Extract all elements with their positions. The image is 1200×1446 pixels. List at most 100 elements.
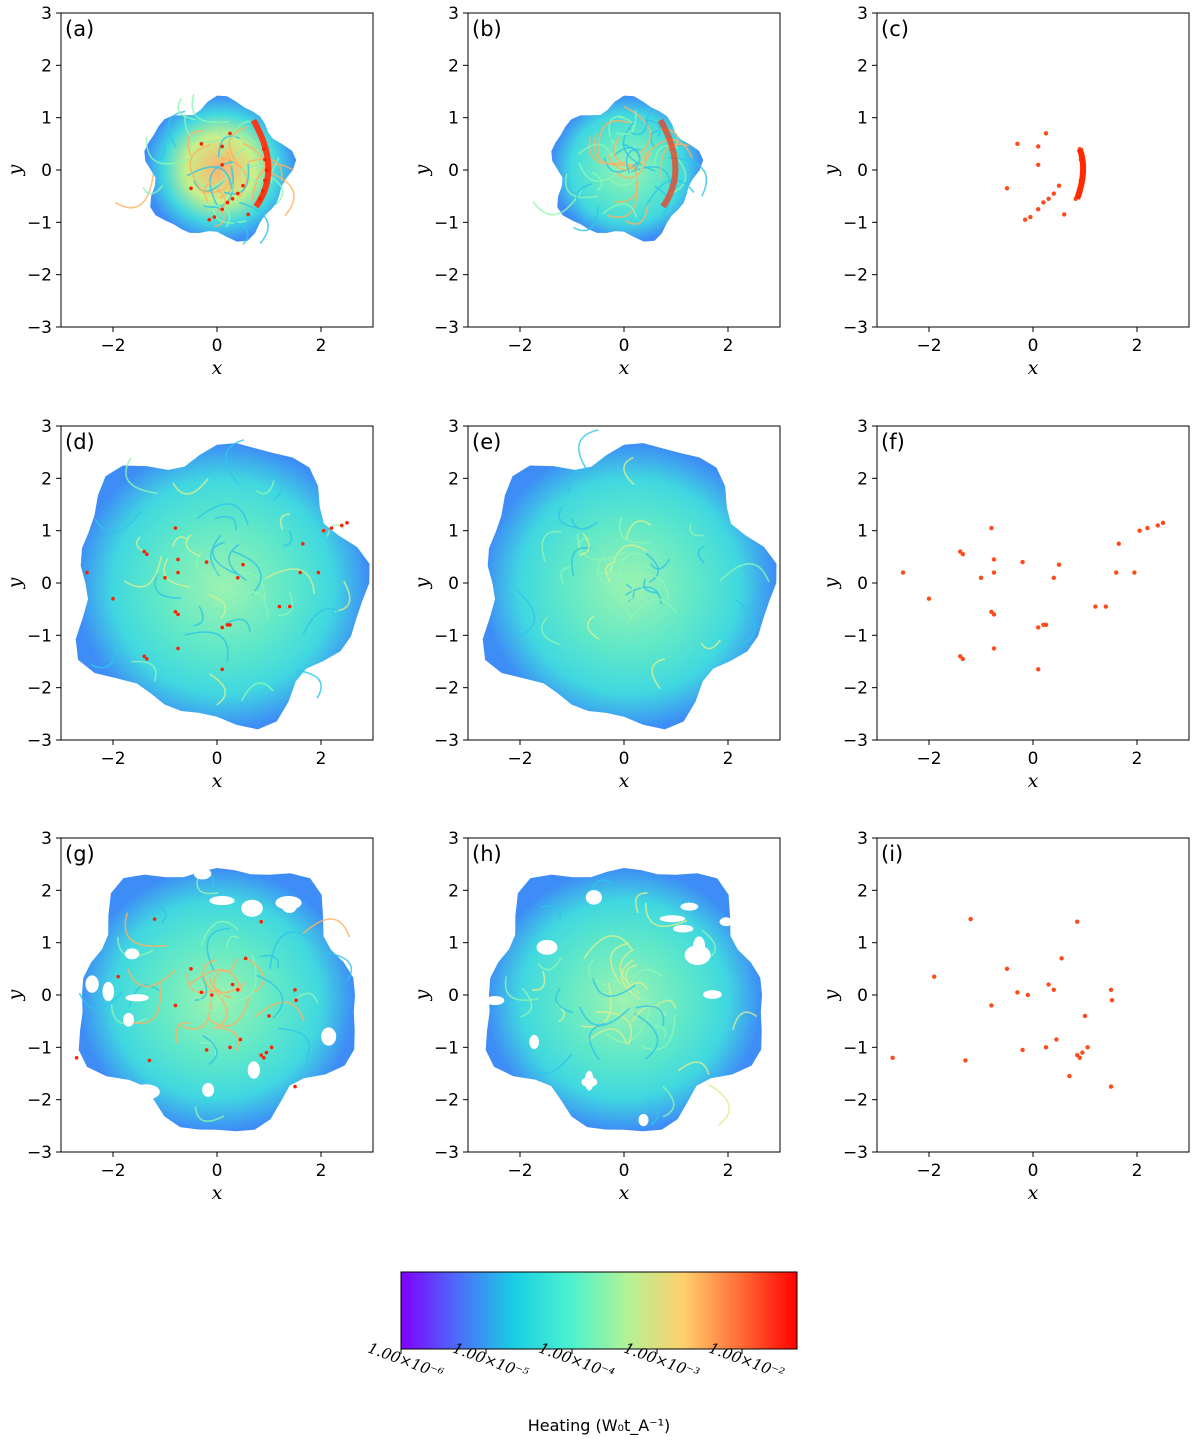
heating-peak xyxy=(926,596,932,601)
heating-peak xyxy=(204,560,209,564)
heating-peak xyxy=(199,142,204,146)
x-axis-label: x xyxy=(212,770,223,792)
y-tick-label: −1 xyxy=(27,626,52,646)
x-tick-label: −2 xyxy=(100,336,125,356)
heating-peak xyxy=(1051,191,1057,196)
y-tick-label: 0 xyxy=(857,986,868,1006)
y-tick-label: −2 xyxy=(434,266,459,286)
heating-peak xyxy=(1051,575,1057,580)
heating-peak xyxy=(1108,987,1114,992)
heating-peak xyxy=(176,557,180,562)
y-tick-label: 2 xyxy=(857,469,868,489)
heating-peak xyxy=(1028,214,1033,220)
heating-peak xyxy=(243,956,248,961)
x-tick-label: 2 xyxy=(316,336,327,356)
heating-peak xyxy=(1043,131,1049,136)
heating-peak xyxy=(1093,604,1098,609)
y-tick-label: 2 xyxy=(448,469,459,489)
heating-peak xyxy=(176,612,180,617)
heating-peak xyxy=(228,1045,232,1050)
heating-peak xyxy=(1025,992,1031,998)
heating-peak xyxy=(1056,562,1062,567)
heating-peak xyxy=(267,1014,271,1018)
heating-peak xyxy=(960,656,965,662)
y-tick-label: 0 xyxy=(41,986,52,1006)
y-axis-label: y xyxy=(4,989,26,1001)
heating-peak xyxy=(1077,1055,1083,1061)
heating-peak xyxy=(207,217,211,222)
heating-peak xyxy=(1004,966,1010,972)
heating-peak xyxy=(932,974,937,979)
y-tick-label: −2 xyxy=(843,266,868,286)
heating-peak xyxy=(1155,523,1161,528)
x-tick-label: 2 xyxy=(1132,1161,1143,1181)
heating-peak xyxy=(329,526,334,530)
y-tick-label: 0 xyxy=(448,574,459,594)
plot-frame xyxy=(876,12,1190,328)
heating-peak xyxy=(199,990,204,995)
y-tick-label: −2 xyxy=(27,679,52,699)
y-tick-label: 3 xyxy=(857,417,868,437)
heating-peak xyxy=(991,557,997,562)
y-tick-label: −3 xyxy=(434,1143,459,1163)
y-tick-label: 1 xyxy=(41,934,52,954)
heating-peak xyxy=(989,525,994,531)
y-tick-label: 3 xyxy=(41,417,52,437)
heating-peak xyxy=(204,1048,209,1052)
y-tick-label: −2 xyxy=(27,1091,52,1111)
y-axis-label: y xyxy=(411,989,433,1001)
heating-peak xyxy=(230,196,235,201)
y-tick-label: 1 xyxy=(41,109,52,129)
panel-label: (c) xyxy=(881,17,909,41)
heating-peak xyxy=(189,967,193,971)
y-tick-label: 0 xyxy=(41,161,52,181)
heating-peak xyxy=(220,625,224,630)
x-axis-label: x xyxy=(212,1182,223,1204)
heating-peak xyxy=(220,162,224,167)
y-tick-label: −3 xyxy=(843,731,868,751)
heating-peak xyxy=(1015,141,1020,147)
heating-peak xyxy=(890,1055,895,1061)
heating-peak xyxy=(288,604,292,609)
x-tick-label: 2 xyxy=(723,749,734,769)
y-tick-label: −2 xyxy=(843,679,868,699)
y-tick-label: −1 xyxy=(27,1038,52,1058)
heating-peak xyxy=(340,523,344,528)
x-tick-label: −2 xyxy=(916,749,941,769)
x-axis-label: x xyxy=(1028,357,1039,379)
x-tick-label: −2 xyxy=(916,336,941,356)
x-tick-label: 2 xyxy=(1132,749,1143,769)
x-tick-label: −2 xyxy=(507,336,532,356)
heating-peak xyxy=(293,1084,297,1089)
heating-peak xyxy=(1108,1084,1114,1089)
y-tick-label: −1 xyxy=(843,1038,868,1058)
y-tick-label: 0 xyxy=(41,574,52,594)
heating-peak xyxy=(173,526,178,530)
heating-peak xyxy=(991,612,997,617)
y-tick-label: −2 xyxy=(843,1091,868,1111)
heating-peak xyxy=(230,982,235,987)
y-axis-label: y xyxy=(820,577,842,589)
heating-peak xyxy=(1036,207,1041,212)
panel-label: (f) xyxy=(881,430,905,454)
heating-peak xyxy=(1041,200,1046,205)
x-tick-label: 0 xyxy=(212,749,223,769)
heating-peak xyxy=(989,1003,994,1008)
heating-peak xyxy=(212,215,217,219)
heating-peak xyxy=(111,596,115,601)
heating-peak xyxy=(963,1058,968,1063)
heating-peak xyxy=(345,521,349,525)
x-tick-label: 0 xyxy=(212,1161,223,1181)
x-axis-label: x xyxy=(212,357,223,379)
y-tick-label: 2 xyxy=(857,881,868,901)
heating-peak xyxy=(1051,987,1057,992)
heating-peak xyxy=(116,974,120,979)
x-axis-label: x xyxy=(619,357,630,379)
heating-field xyxy=(485,868,762,1132)
heating-peak xyxy=(173,1003,178,1008)
panel-label: (g) xyxy=(65,842,95,866)
x-tick-label: 2 xyxy=(723,336,734,356)
heating-peak xyxy=(269,1045,274,1050)
heating-peak xyxy=(1015,990,1020,995)
y-axis-label: y xyxy=(411,577,433,589)
